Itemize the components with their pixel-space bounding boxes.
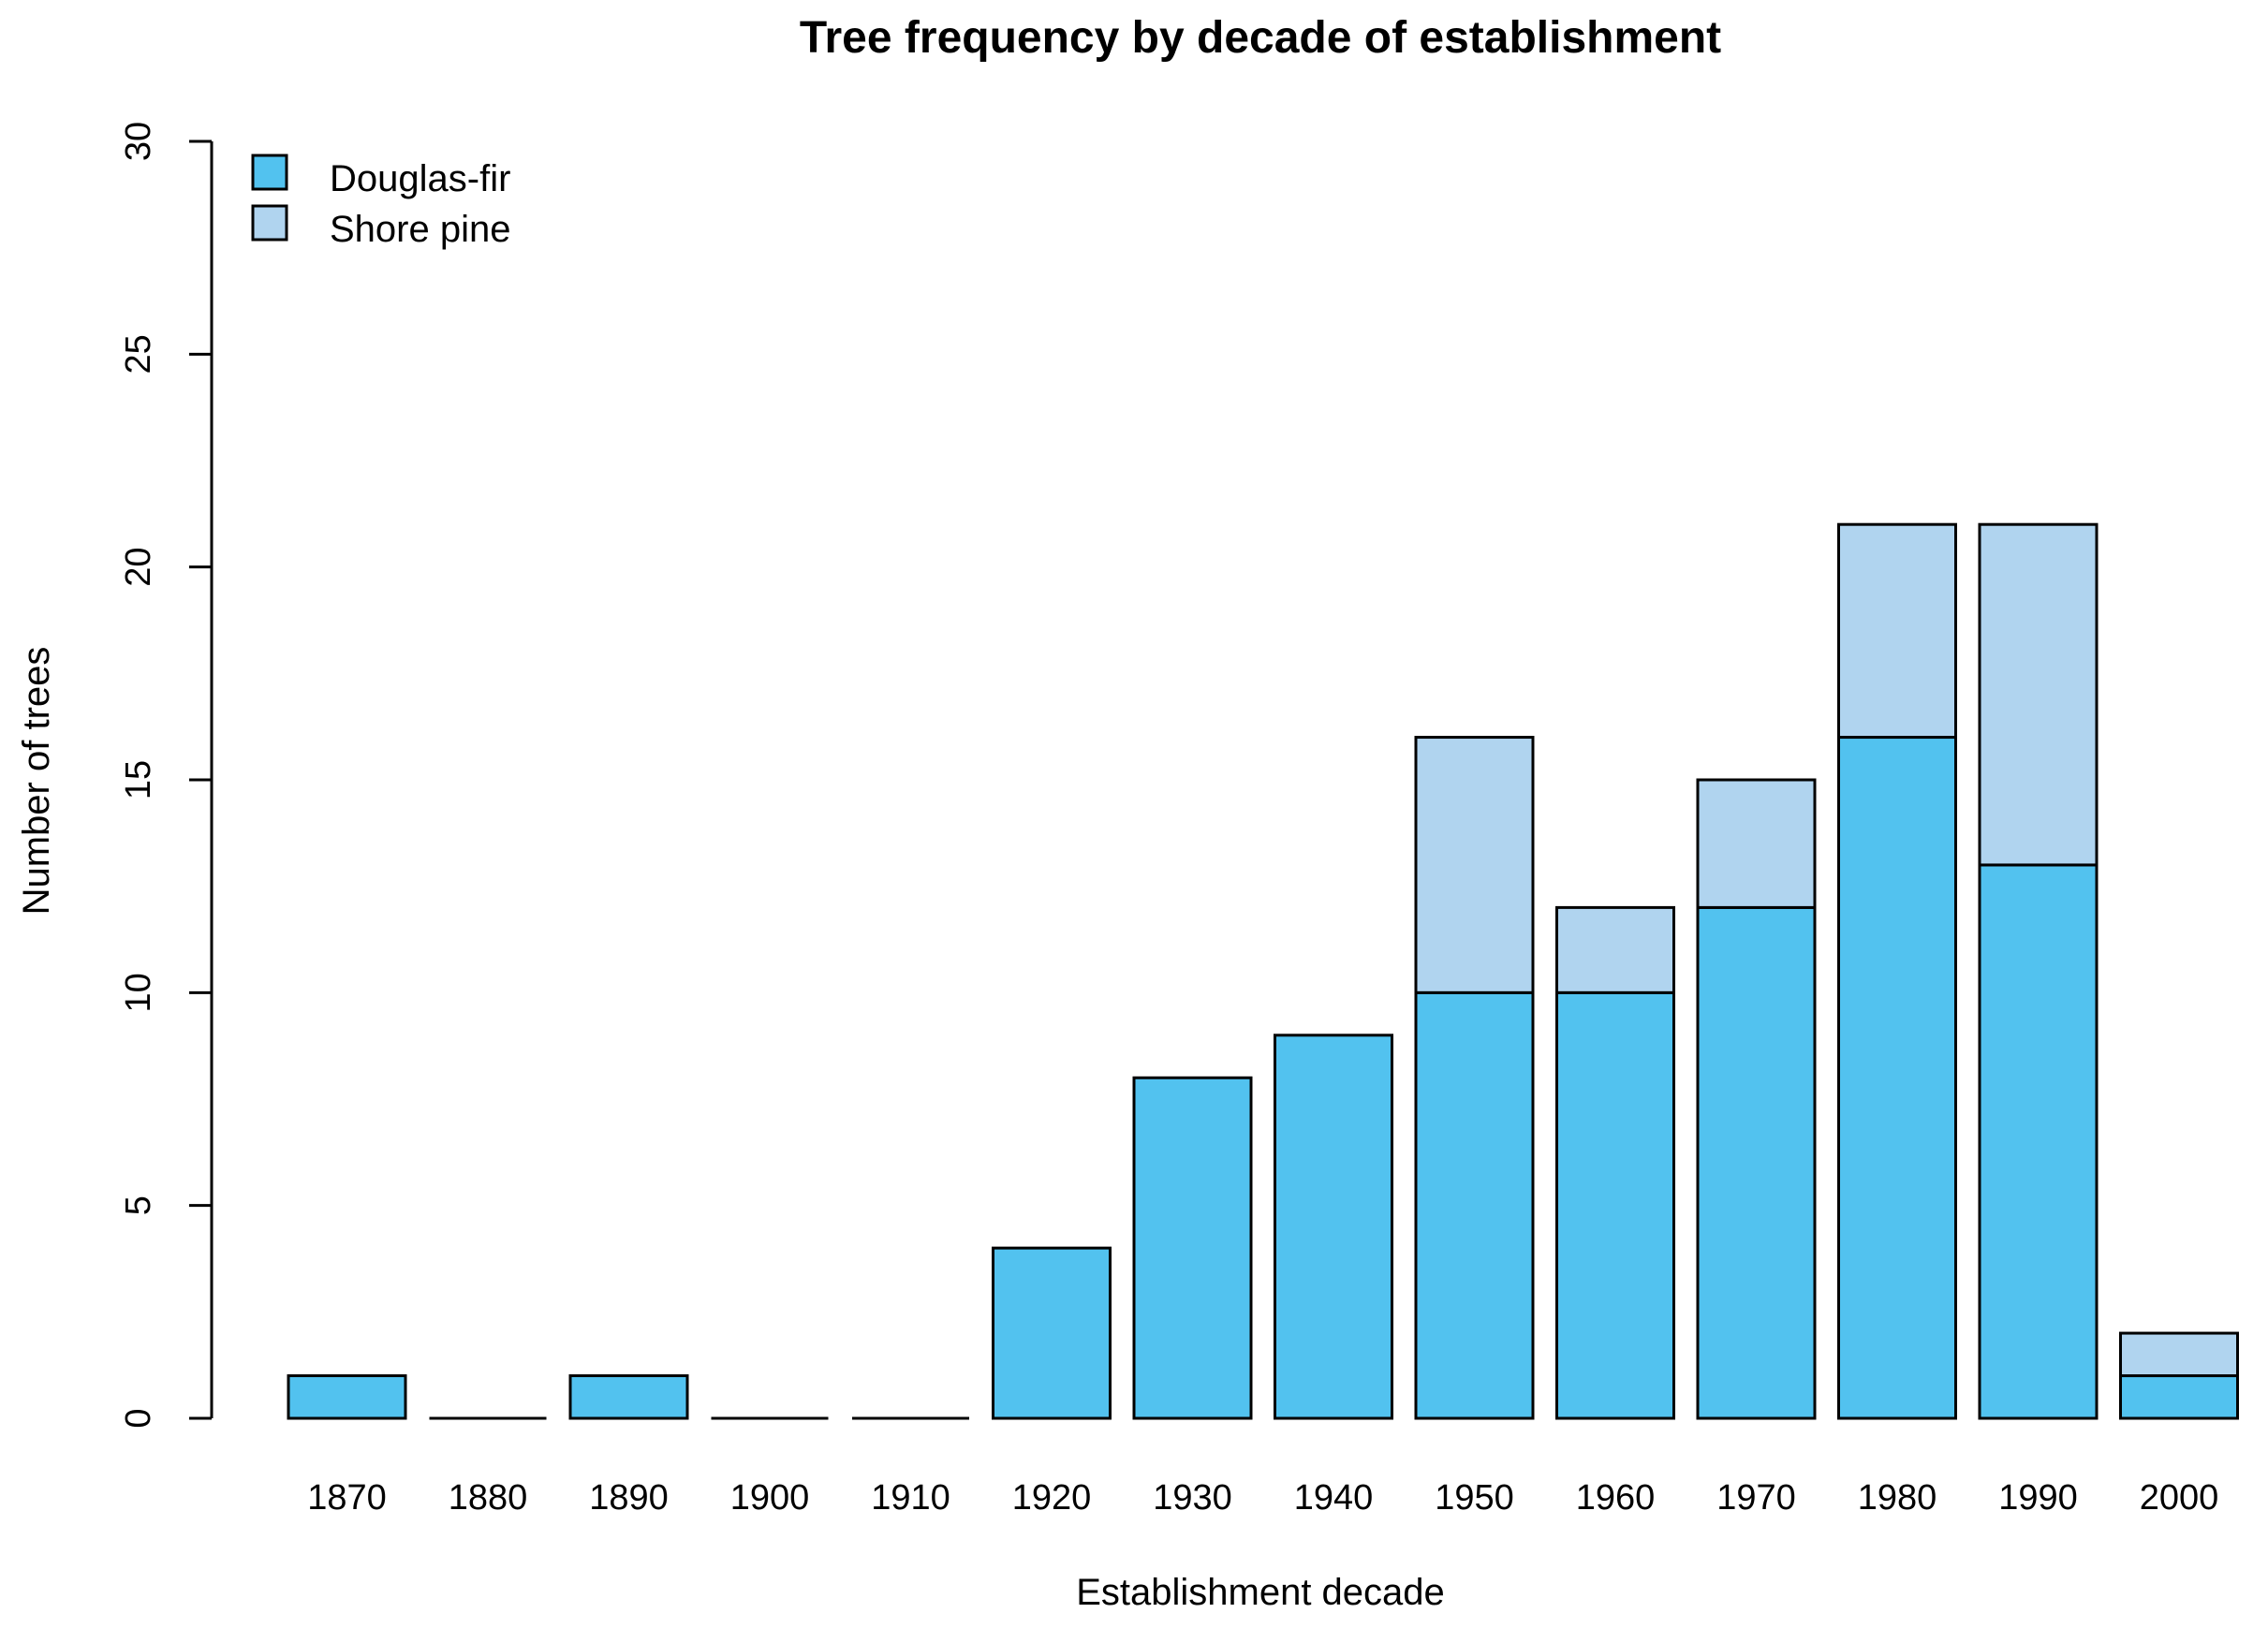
bar-douglas-fir-1970 (1696, 905, 1817, 1420)
legend-swatch (251, 204, 288, 242)
x-tick-label: 1990 (1998, 1478, 2078, 1518)
x-tick-label: 1960 (1576, 1478, 1656, 1518)
y-tick-label: 25 (119, 334, 158, 374)
bar-shore-pine-1980 (1837, 522, 1957, 740)
bar-shore-pine-1970 (1696, 778, 1817, 909)
x-tick-label: 1950 (1435, 1478, 1514, 1518)
x-tick-label: 1940 (1294, 1478, 1374, 1518)
bar-douglas-fir-1890 (568, 1374, 689, 1420)
legend-label: Douglas-fir (330, 158, 510, 199)
bar-shore-pine-1950 (1414, 736, 1535, 994)
bar-douglas-fir-1990 (1978, 863, 2099, 1420)
x-tick-label: 1900 (730, 1478, 810, 1518)
x-tick-label: 2000 (2140, 1478, 2219, 1518)
bar-douglas-fir-1940 (1274, 1034, 1393, 1420)
bar-douglas-fir-1980 (1837, 736, 1957, 1420)
y-axis-title: Number of trees (16, 647, 57, 916)
bar-douglas-fir-2000 (2119, 1374, 2239, 1420)
y-tick-label: 20 (119, 548, 158, 587)
bar-shore-pine-1990 (1978, 522, 2099, 867)
y-tick-label: 30 (119, 122, 158, 161)
y-axis: 0 5 10 15 20 25 30 (119, 122, 214, 1429)
legend-swatch (251, 154, 288, 191)
x-tick-label: 1910 (871, 1478, 950, 1518)
bar-shore-pine-2000 (2119, 1331, 2239, 1378)
x-tick-label: 1870 (307, 1478, 387, 1518)
x-tick-label: 1980 (1858, 1478, 1937, 1518)
y-tick-label: 15 (119, 760, 158, 799)
bar-douglas-fir-1950 (1414, 990, 1535, 1420)
chart-title: Tree frequency by decade of establishmen… (800, 13, 1721, 63)
y-tick-label: 5 (119, 1195, 158, 1215)
x-axis-labels: 1870 1880 1890 1900 1910 1920 1930 1940 1950 1960… (307, 1478, 2218, 1518)
bar-douglas-fir-1870 (287, 1374, 407, 1420)
bars (287, 522, 2239, 1420)
y-tick-label: 10 (119, 973, 158, 1012)
legend: Douglas-fir Shore pine (251, 154, 510, 250)
x-tick-label: 1930 (1153, 1478, 1232, 1518)
bar-douglas-fir-1960 (1555, 990, 1675, 1420)
legend-label: Shore pine (330, 209, 510, 250)
x-tick-label: 1890 (589, 1478, 669, 1518)
y-tick-label: 0 (119, 1408, 158, 1428)
x-tick-label: 1970 (1716, 1478, 1796, 1518)
bar-shore-pine-1960 (1555, 905, 1675, 994)
bar-douglas-fir-1920 (992, 1246, 1112, 1420)
bar-douglas-fir-1930 (1132, 1076, 1253, 1420)
x-tick-label: 1920 (1012, 1478, 1092, 1518)
x-axis-title: Establishment decade (1076, 1572, 1445, 1613)
x-tick-label: 1880 (449, 1478, 528, 1518)
